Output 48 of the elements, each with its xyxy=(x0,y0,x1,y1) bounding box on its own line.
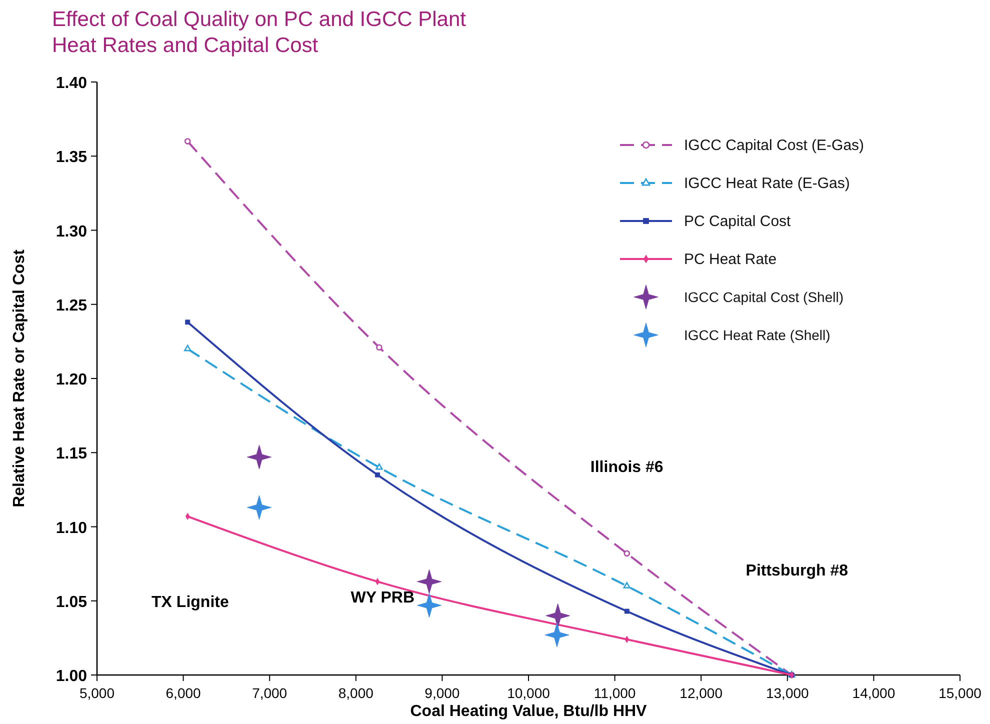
legend-label: IGCC Capital Cost (E-Gas) xyxy=(684,137,864,154)
y-tick-label: 1.35 xyxy=(56,149,88,166)
point xyxy=(623,582,630,588)
point xyxy=(376,344,382,351)
y-tick-label: 1.40 xyxy=(56,75,88,92)
x-tick-label: 14,000 xyxy=(852,685,896,701)
annotation: TX Lignite xyxy=(152,594,229,611)
x-tick-label: 5,000 xyxy=(79,685,115,701)
point xyxy=(185,320,190,325)
point xyxy=(546,603,570,628)
point xyxy=(246,444,272,470)
x-tick-label: 11,000 xyxy=(594,685,636,701)
x-tick-label: 13,000 xyxy=(766,685,810,701)
point xyxy=(184,138,191,144)
point xyxy=(376,463,383,470)
legend-label: IGCC Heat Rate (E-Gas) xyxy=(684,175,850,192)
annotation: Pittsburgh #8 xyxy=(746,562,848,580)
point xyxy=(417,593,442,618)
point xyxy=(184,344,192,352)
point xyxy=(624,608,630,614)
x-tick-label: 7,000 xyxy=(252,685,288,701)
point xyxy=(544,622,570,648)
x-tick-label: 12,000 xyxy=(680,685,723,701)
point xyxy=(624,550,630,557)
annotation: WY PRB xyxy=(350,589,415,606)
legend-label: IGCC Heat Rate (Shell) xyxy=(684,327,830,343)
chart-title: Effect of Coal Quality on PC and IGCC Plant Heat Rates and Capital Cost xyxy=(52,8,466,57)
x-tick-label: 6,000 xyxy=(166,685,202,701)
y-tick-label: 1.05 xyxy=(56,594,88,611)
y-tick-label: 1.30 xyxy=(56,223,88,240)
legend-label: PC Capital Cost xyxy=(684,213,792,230)
x-tick-label: 8,000 xyxy=(338,685,374,701)
y-tick-label: 1.00 xyxy=(56,668,88,685)
x-tick-label: 9,000 xyxy=(424,685,460,701)
legend-label: PC Heat Rate xyxy=(684,251,777,268)
x-tick-label: 10,000 xyxy=(507,685,550,701)
point xyxy=(246,495,272,520)
point xyxy=(374,472,380,478)
x-tick-label: 15,000 xyxy=(938,685,982,701)
point xyxy=(417,569,442,594)
y-tick-label: 1.20 xyxy=(56,372,88,388)
annotation: Illinois #6 xyxy=(590,458,664,476)
y-tick-label: 1.15 xyxy=(56,446,88,463)
y-tick-label: 1.10 xyxy=(56,520,88,537)
x-axis-title: Coal Heating Value, Btu/lb HHV xyxy=(410,703,648,720)
y-axis-title: Relative Heat Rate or Capital Cost xyxy=(11,248,28,508)
y-tick-label: 1.25 xyxy=(56,297,88,314)
legend-label: IGCC Capital Cost (Shell) xyxy=(684,289,844,305)
